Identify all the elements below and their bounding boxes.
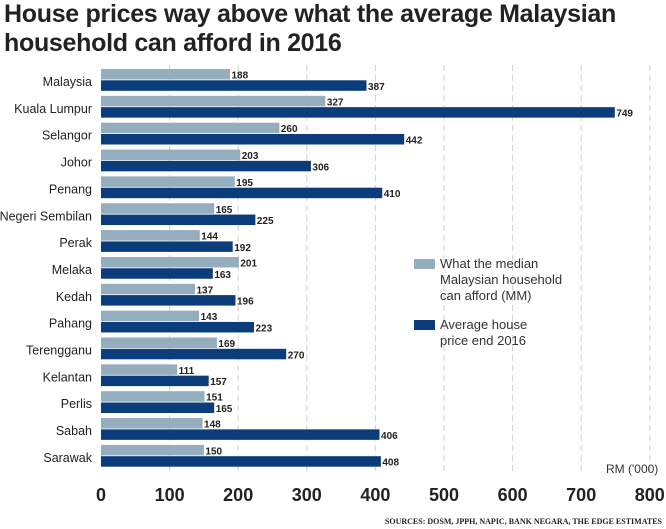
data-label: 196 <box>237 297 254 308</box>
x-axis-unit-label: RM ('000) <box>606 462 659 476</box>
x-tick-label: 0 <box>96 485 106 505</box>
data-label: 260 <box>281 124 298 135</box>
category-label: Penang <box>49 182 92 196</box>
category-label: Johor <box>61 156 92 170</box>
bar-average-price <box>101 402 215 413</box>
sources-note: SOURCES: DOSM, JPPH, NAPIC, BANK NEGARA,… <box>384 517 662 526</box>
category-label: Pahang <box>49 317 92 331</box>
bar-affordable <box>101 364 178 375</box>
x-tick-label: 400 <box>360 485 390 505</box>
legend-label-average-price: Average house price end 2016 <box>440 317 528 348</box>
data-label: 306 <box>312 162 329 173</box>
data-label: 165 <box>216 205 233 216</box>
data-label: 151 <box>206 393 223 404</box>
bar-affordable <box>101 176 235 187</box>
bar-affordable <box>101 418 203 429</box>
bar-average-price <box>101 375 209 387</box>
bar-affordable <box>101 337 217 348</box>
data-label: 749 <box>616 109 633 120</box>
category-label: Kuala Lumpur <box>14 102 92 116</box>
bar-average-price <box>101 107 615 118</box>
bar-affordable <box>101 149 241 161</box>
bar-affordable <box>101 230 200 241</box>
data-label: 169 <box>218 339 235 350</box>
data-label: 165 <box>216 404 233 415</box>
bar-average-price <box>101 429 380 440</box>
data-label: 406 <box>381 431 398 442</box>
legend-item-average-price: Average house price end 2016 <box>414 317 580 349</box>
data-label: 225 <box>257 216 274 227</box>
data-label: 148 <box>204 420 221 431</box>
bar-average-price <box>101 134 405 145</box>
legend-swatch-average-price <box>414 320 435 330</box>
x-tick-label: 200 <box>223 485 253 505</box>
legend-label-affordable: What the median Malaysian household can … <box>440 256 563 303</box>
bar-affordable <box>101 203 215 214</box>
x-tick-label: 300 <box>292 485 322 505</box>
bar-affordable <box>101 95 326 107</box>
category-label: Perlis <box>61 397 92 411</box>
data-label: 387 <box>368 82 385 93</box>
bar-affordable <box>101 256 239 268</box>
data-label: 143 <box>201 312 218 323</box>
category-label: Melaka <box>52 263 92 277</box>
bar-average-price <box>101 187 383 199</box>
bar-average-price <box>101 214 256 226</box>
data-label: 201 <box>240 258 257 269</box>
category-label: Kedah <box>56 290 92 304</box>
category-label: Sarawak <box>43 451 92 465</box>
bar-affordable <box>101 122 280 134</box>
data-label: 150 <box>205 446 222 457</box>
category-label: Malaysia <box>43 75 92 89</box>
data-label: 111 <box>179 366 195 377</box>
category-label: Kelantan <box>43 370 92 384</box>
x-tick-label: 800 <box>635 485 665 505</box>
data-label: 137 <box>196 285 213 296</box>
bar-affordable <box>101 391 205 402</box>
x-tick-label: 600 <box>498 485 528 505</box>
category-label: Negeri Sembilan <box>0 209 92 223</box>
bar-average-price <box>101 160 311 172</box>
data-label: 223 <box>255 323 272 334</box>
bar-average-price <box>101 456 381 467</box>
category-label: Selangor <box>42 129 92 143</box>
chart-title: House prices way above what the average … <box>4 0 616 57</box>
data-label: 195 <box>236 178 253 189</box>
legend: What the median Malaysian household can … <box>414 256 580 362</box>
data-label: 327 <box>327 97 344 108</box>
data-label: 203 <box>242 151 259 162</box>
bar-affordable <box>101 444 204 456</box>
bar-average-price <box>101 295 236 306</box>
category-label: Perak <box>59 236 92 250</box>
data-label: 408 <box>382 458 399 469</box>
category-label: Sabah <box>56 424 92 438</box>
legend-swatch-affordable <box>414 259 435 269</box>
data-label: 157 <box>210 377 227 388</box>
bar-average-price <box>101 348 287 360</box>
x-tick-label: 500 <box>429 485 459 505</box>
data-label: 442 <box>406 136 423 147</box>
x-tick-label: 700 <box>566 485 596 505</box>
data-label: 144 <box>201 232 218 243</box>
data-label: 163 <box>214 270 231 281</box>
bar-affordable <box>101 310 200 322</box>
category-label: Terengganu <box>26 344 92 358</box>
bar-affordable <box>101 283 195 295</box>
data-label: 192 <box>234 243 251 254</box>
bar-average-price <box>101 241 233 252</box>
x-tick-label: 100 <box>155 485 185 505</box>
bar-average-price <box>101 80 367 91</box>
bar-affordable <box>101 69 230 80</box>
bar-average-price <box>101 321 254 333</box>
data-label: 270 <box>288 350 305 361</box>
data-label: 410 <box>384 189 401 200</box>
data-label: 188 <box>231 71 248 82</box>
legend-item-affordable: What the median Malaysian household can … <box>414 256 580 304</box>
bar-average-price <box>101 268 213 279</box>
